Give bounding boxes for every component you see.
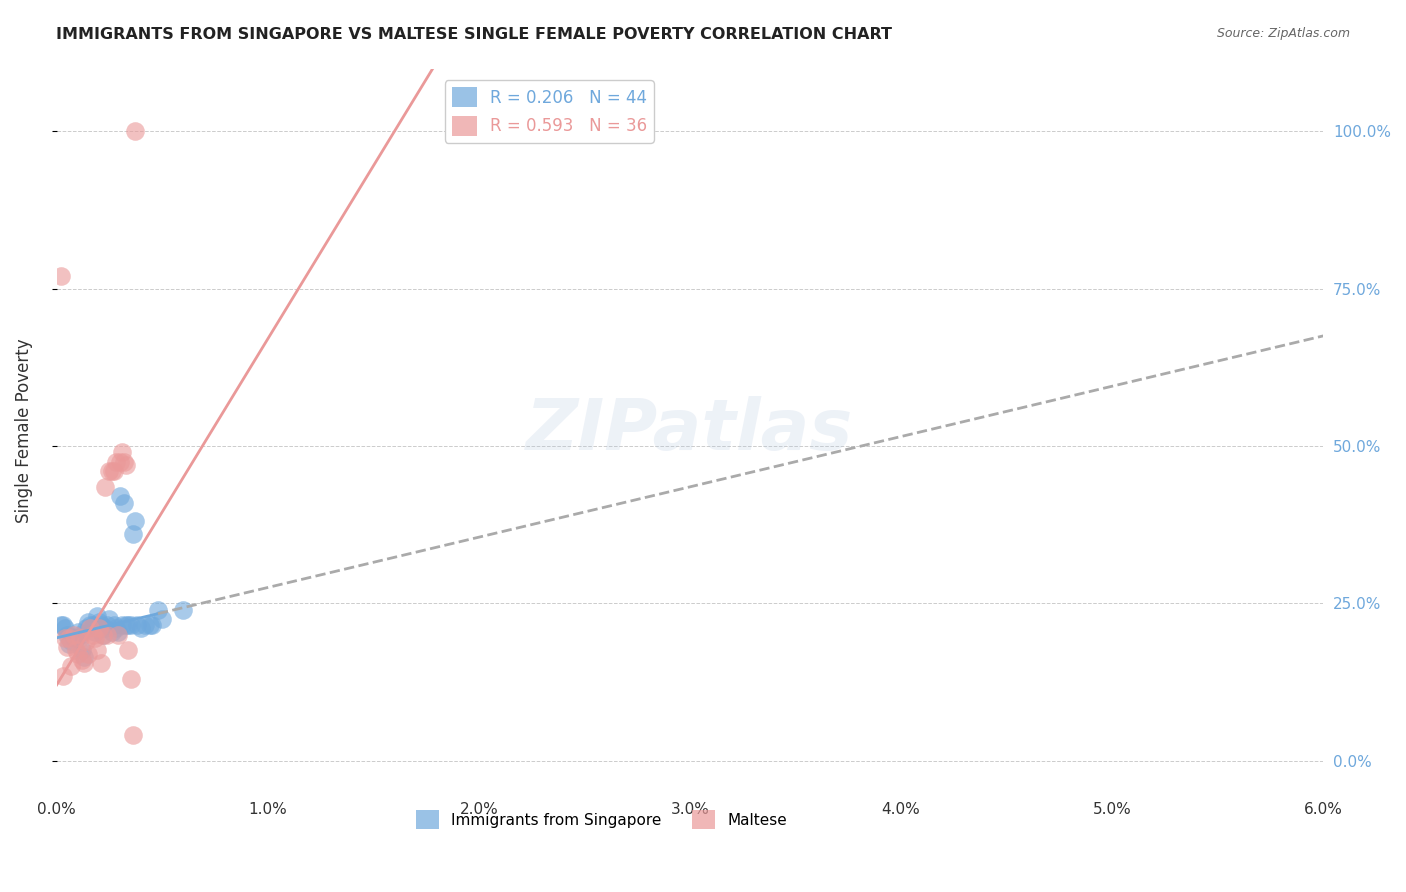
Point <box>117 643 139 657</box>
Point <box>108 455 131 469</box>
Point <box>138 618 160 632</box>
Point <box>111 445 134 459</box>
Point <box>52 618 75 632</box>
Point <box>104 455 127 469</box>
Y-axis label: Single Female Poverty: Single Female Poverty <box>15 338 32 523</box>
Point <box>94 480 117 494</box>
Point <box>124 124 146 138</box>
Point <box>100 624 122 639</box>
Point <box>73 656 96 670</box>
Point <box>108 489 131 503</box>
Point <box>58 631 80 645</box>
Point <box>75 621 97 635</box>
Point <box>66 647 89 661</box>
Point <box>103 464 125 478</box>
Point <box>125 618 148 632</box>
Point <box>98 464 121 478</box>
Point <box>129 621 152 635</box>
Point <box>91 628 114 642</box>
Point <box>172 602 194 616</box>
Point <box>112 495 135 509</box>
Point <box>70 643 93 657</box>
Point <box>60 659 83 673</box>
Point <box>73 649 96 664</box>
Point <box>98 612 121 626</box>
Point <box>121 527 143 541</box>
Legend: Immigrants from Singapore, Maltese: Immigrants from Singapore, Maltese <box>409 804 793 835</box>
Point <box>52 668 75 682</box>
Point <box>107 628 129 642</box>
Point <box>79 621 101 635</box>
Point <box>56 628 79 642</box>
Point <box>65 631 87 645</box>
Point <box>75 634 97 648</box>
Point <box>104 621 127 635</box>
Point <box>49 269 72 284</box>
Point <box>134 618 156 632</box>
Point <box>58 637 80 651</box>
Point <box>86 608 108 623</box>
Point <box>69 628 91 642</box>
Point <box>120 672 142 686</box>
Point <box>124 515 146 529</box>
Point <box>82 618 104 632</box>
Point <box>96 618 118 632</box>
Point <box>111 618 134 632</box>
Point <box>86 643 108 657</box>
Point <box>103 618 125 632</box>
Point <box>87 621 110 635</box>
Text: Source: ZipAtlas.com: Source: ZipAtlas.com <box>1216 27 1350 40</box>
Point <box>66 624 89 639</box>
Point <box>53 631 76 645</box>
Point <box>100 464 122 478</box>
Point <box>96 628 118 642</box>
Point <box>150 612 173 626</box>
Point <box>82 628 104 642</box>
Text: ZIPatlas: ZIPatlas <box>526 396 853 465</box>
Point <box>49 618 72 632</box>
Point <box>83 631 105 645</box>
Point <box>77 647 100 661</box>
Point <box>146 602 169 616</box>
Text: IMMIGRANTS FROM SINGAPORE VS MALTESE SINGLE FEMALE POVERTY CORRELATION CHART: IMMIGRANTS FROM SINGAPORE VS MALTESE SIN… <box>56 27 893 42</box>
Point <box>90 656 112 670</box>
Point <box>90 618 112 632</box>
Point <box>141 618 163 632</box>
Point <box>77 615 100 629</box>
Point <box>69 631 91 645</box>
Point <box>60 634 83 648</box>
Point <box>62 628 84 642</box>
Point <box>79 618 101 632</box>
Point <box>115 618 138 632</box>
Point <box>91 628 114 642</box>
Point <box>65 643 87 657</box>
Point <box>83 624 105 639</box>
Point <box>53 621 76 635</box>
Point <box>56 640 79 655</box>
Point <box>112 455 135 469</box>
Point <box>120 618 142 632</box>
Point <box>117 618 139 632</box>
Point <box>107 624 129 639</box>
Point <box>62 631 84 645</box>
Point <box>121 728 143 742</box>
Point <box>70 653 93 667</box>
Point <box>115 458 138 472</box>
Point <box>87 615 110 629</box>
Point <box>94 621 117 635</box>
